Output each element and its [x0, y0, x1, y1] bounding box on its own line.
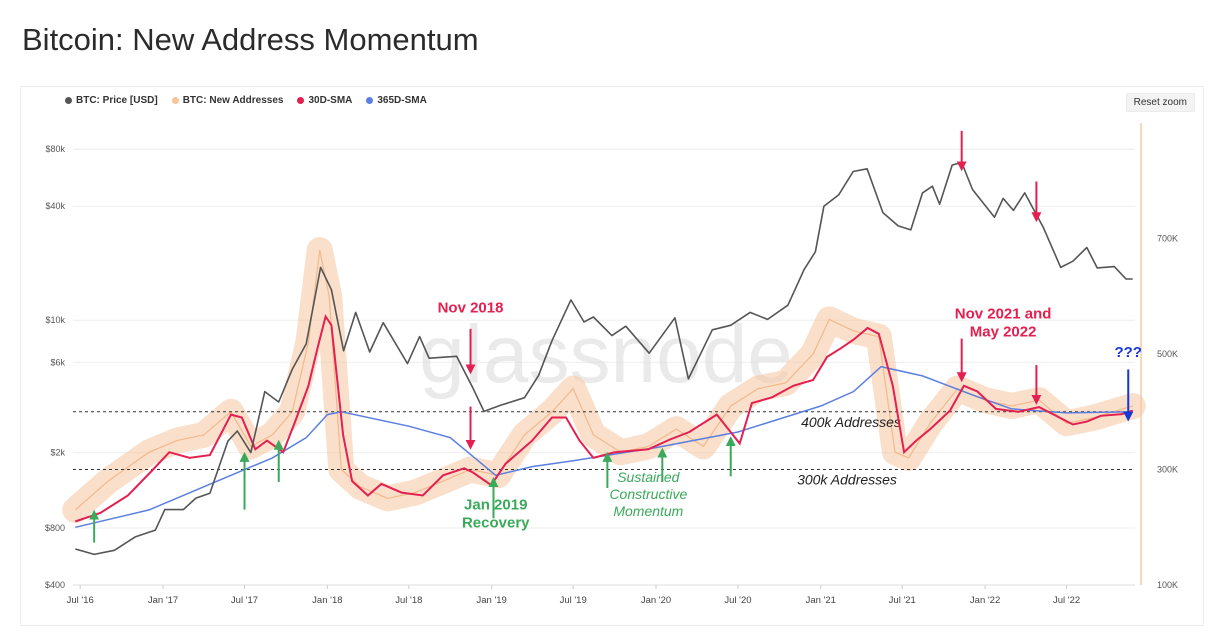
legend-item-sma30[interactable]: 30D-SMA — [297, 95, 352, 106]
y-left-tick-label: $800 — [45, 523, 65, 533]
price-line — [75, 161, 1133, 556]
x-tick-label: Jan '17 — [148, 595, 178, 606]
chart-plot: glassnode 400k Addresses 300k Addresses $… — [45, 123, 1178, 606]
reset-zoom-button[interactable]: Reset zoom — [1125, 93, 1195, 112]
green-annotation-label: Sustained Constructive Momentum — [609, 469, 687, 519]
reference-line-label: 400k Addresses — [801, 414, 901, 430]
x-tick-label: Jul '21 — [889, 595, 916, 606]
x-tick-label: Jul '16 — [67, 595, 94, 606]
red-annotation-label: Nov 2018 — [438, 299, 504, 316]
x-tick-label: Jan '20 — [641, 595, 671, 606]
y-left-tick-label: $40k — [45, 201, 65, 211]
y-right-tick-label: 300K — [1157, 465, 1178, 475]
green-annotation-label-line: Jan 2019 — [464, 497, 527, 514]
blue-annotation-label: ??? — [1114, 344, 1142, 361]
legend-label-price: BTC: Price [USD] — [76, 95, 158, 106]
red-annotation-label-line: Nov 2018 — [438, 299, 504, 316]
x-tick-label: Jul '20 — [724, 595, 751, 606]
green-annotation-label-line: Momentum — [613, 503, 683, 519]
green-annotation-label-line: Sustained — [617, 469, 680, 485]
y-left-tick-label: $10k — [45, 315, 65, 325]
x-tick-label: Jan '18 — [312, 595, 342, 606]
legend-label-sma365: 365D-SMA — [377, 95, 427, 106]
x-tick-label: Jan '21 — [806, 595, 836, 606]
legend-item-sma365[interactable]: 365D-SMA — [366, 95, 427, 106]
y-left-tick-label: $2k — [50, 448, 65, 458]
annotations: Nov 2018 Nov 2021 and May 2022 Jan 2019 Reco… — [89, 130, 1142, 543]
green-annotation-label-line: Constructive — [609, 486, 687, 502]
legend-dot-price — [65, 97, 72, 104]
y-right-tick-label: 500K — [1157, 349, 1178, 359]
y-right-tick-label: 700K — [1157, 234, 1178, 244]
y-right-tick-label: 100K — [1157, 580, 1178, 590]
reference-line-label: 300k Addresses — [797, 472, 897, 488]
y-left-tick-label: $80k — [45, 144, 65, 154]
sma365-series — [75, 365, 1133, 529]
page-title: Bitcoin: New Address Momentum — [22, 22, 479, 57]
legend-label-new-addresses: BTC: New Addresses — [182, 95, 284, 106]
price-series — [75, 161, 1133, 556]
red-annotation-label-line: Nov 2021 and — [955, 306, 1052, 323]
legend-item-new-addresses[interactable]: BTC: New Addresses — [171, 95, 284, 106]
red-annotation-label: Nov 2021 and May 2022 — [955, 306, 1052, 341]
axes: $400 $800 $2k $6k $10k $40k $80k 100K 300K 500K 70… — [45, 123, 1178, 606]
reference-lines: 400k Addresses 300k Addresses — [73, 411, 1135, 488]
x-tick-label: Jul '17 — [231, 595, 258, 606]
legend-dot-sma30 — [297, 97, 305, 104]
legend-label-sma30: 30D-SMA — [308, 95, 353, 106]
green-annotation-label: Jan 2019 Recovery — [462, 497, 530, 532]
green-annotation-label-line: Recovery — [462, 515, 530, 532]
sma365-line — [75, 365, 1133, 529]
chart-card: BTC: Price [USD] BTC: New Addresses 30D-… — [20, 86, 1204, 626]
x-tick-label: Jul '22 — [1053, 595, 1080, 606]
y-left-tick-label: $400 — [45, 580, 65, 590]
x-tick-label: Jan '19 — [477, 595, 507, 606]
legend-dot-new-addresses — [171, 97, 179, 104]
watermark-logo: glassnode — [419, 309, 793, 400]
x-tick-label: Jan '22 — [970, 595, 1000, 606]
x-tick-label: Jul '19 — [560, 595, 587, 606]
y-left-tick-label: $6k — [50, 357, 65, 367]
red-annotation-label-line: May 2022 — [970, 324, 1037, 341]
legend-item-price[interactable]: BTC: Price [USD] — [65, 95, 158, 106]
x-tick-label: Jul '18 — [395, 595, 422, 606]
chart-legend: BTC: Price [USD] BTC: New Addresses 30D-… — [65, 95, 427, 106]
legend-dot-sma365 — [366, 97, 374, 104]
